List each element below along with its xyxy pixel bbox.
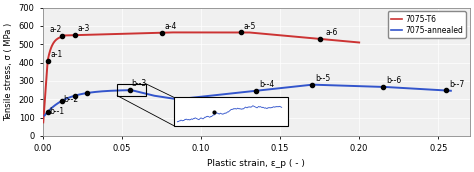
Text: b--3: b--3 bbox=[131, 79, 147, 88]
X-axis label: Plastic strain, ε_p ( - ): Plastic strain, ε_p ( - ) bbox=[208, 159, 305, 168]
Text: a-2: a-2 bbox=[49, 25, 62, 34]
Legend: 7075-T6, 7075-annealed: 7075-T6, 7075-annealed bbox=[388, 12, 466, 38]
Text: a-6: a-6 bbox=[326, 28, 338, 37]
Text: a-5: a-5 bbox=[244, 22, 256, 31]
Text: a-4: a-4 bbox=[164, 22, 177, 31]
Text: b--7: b--7 bbox=[449, 80, 465, 89]
Text: a-1: a-1 bbox=[51, 50, 63, 59]
Bar bbox=[117, 84, 146, 96]
Y-axis label: Tensile stress, σ ( MPa ): Tensile stress, σ ( MPa ) bbox=[4, 23, 13, 121]
Bar bbox=[174, 98, 288, 126]
Text: b--5: b--5 bbox=[315, 74, 330, 83]
Text: b--6: b--6 bbox=[386, 76, 401, 85]
Text: b--1: b--1 bbox=[49, 106, 64, 116]
Text: a-3: a-3 bbox=[78, 24, 90, 33]
Text: b--2: b--2 bbox=[64, 95, 79, 105]
Text: b--4: b--4 bbox=[260, 80, 275, 89]
